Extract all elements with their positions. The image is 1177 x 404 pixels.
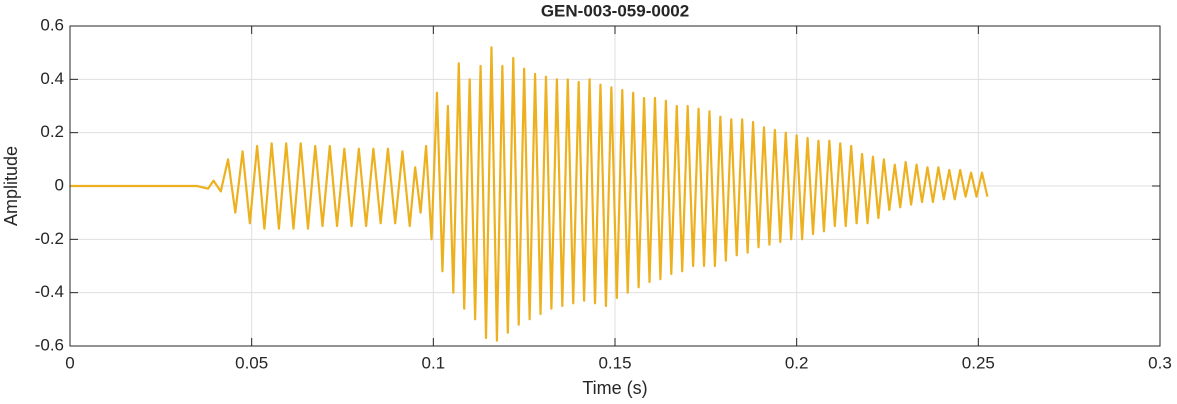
y-tick-label: 0.4 bbox=[40, 69, 64, 88]
y-tick-label: -0.4 bbox=[35, 282, 64, 301]
y-tick-label: 0.6 bbox=[40, 15, 64, 34]
y-tick-label: 0.2 bbox=[40, 122, 64, 141]
x-tick-label: 0.2 bbox=[785, 353, 809, 372]
x-tick-label: 0.1 bbox=[422, 353, 446, 372]
x-tick-label: 0 bbox=[65, 353, 74, 372]
x-tick-label: 0.3 bbox=[1148, 353, 1172, 372]
y-tick-label: 0 bbox=[55, 175, 64, 194]
chart-title: GEN-003-059-0002 bbox=[541, 1, 689, 20]
y-tick-label: -0.2 bbox=[35, 229, 64, 248]
x-axis-label: Time (s) bbox=[582, 378, 647, 398]
y-tick-label: -0.6 bbox=[35, 335, 64, 354]
y-axis-label: Amplitude bbox=[1, 146, 21, 226]
x-tick-label: 0.25 bbox=[962, 353, 995, 372]
waveform-line bbox=[70, 46, 989, 342]
x-tick-label: 0.05 bbox=[235, 353, 268, 372]
x-tick-label: 0.15 bbox=[598, 353, 631, 372]
plot-frame bbox=[69, 25, 1161, 347]
